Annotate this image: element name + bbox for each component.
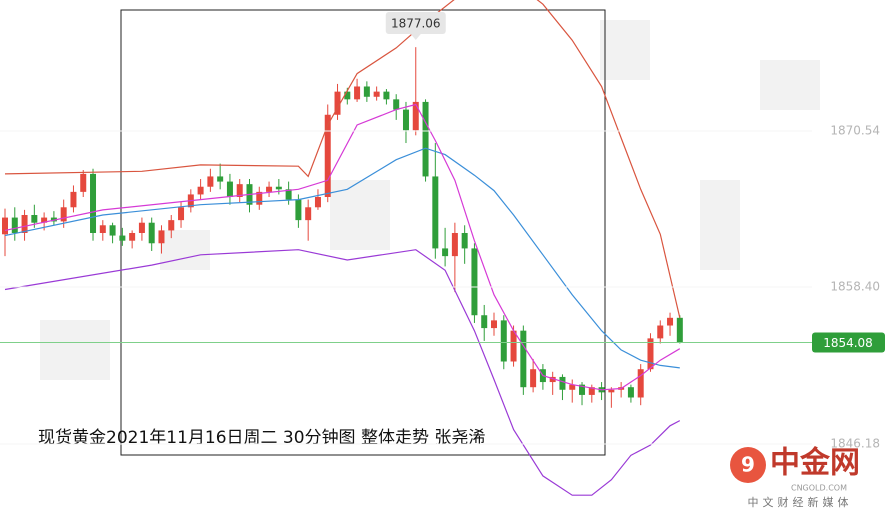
candle-body xyxy=(60,207,67,222)
candle-body xyxy=(109,225,116,236)
candle-body xyxy=(41,217,48,223)
candle-body xyxy=(491,320,497,329)
candle-body xyxy=(197,186,204,195)
indicator-line xyxy=(4,249,681,496)
candle-body xyxy=(305,207,312,221)
candle-body xyxy=(657,325,664,339)
high-label-pointer xyxy=(410,34,421,40)
candle-body xyxy=(471,248,478,316)
candle-body xyxy=(637,369,644,398)
candle-body xyxy=(275,186,282,190)
candle-body xyxy=(31,214,38,223)
candle-body xyxy=(207,176,214,187)
candle-body xyxy=(510,330,517,362)
watermark: 9 中金网 CNGOLD.COM 中文财经新媒体 xyxy=(730,446,860,509)
candle-body xyxy=(21,214,28,233)
candle-body xyxy=(99,225,106,233)
candle-body xyxy=(461,232,468,249)
candle-body xyxy=(158,230,165,244)
candle-body xyxy=(422,101,429,177)
candle-body xyxy=(178,207,185,221)
candle-body xyxy=(588,387,595,395)
candle-body xyxy=(442,248,449,257)
background-pattern xyxy=(40,20,820,380)
candle-body xyxy=(481,315,488,329)
candle-body xyxy=(2,217,8,235)
candle-body xyxy=(354,86,361,100)
caption: 现货黄金2021年11月16日周二 30分钟图 整体走势 张尧浠 xyxy=(38,428,485,448)
logo-icon xyxy=(730,447,766,483)
candle-body xyxy=(393,99,400,110)
candle-body xyxy=(285,189,292,200)
candle-body xyxy=(324,114,331,198)
indicator-line xyxy=(4,147,680,369)
candle-body xyxy=(90,173,97,233)
candle-body xyxy=(402,109,409,131)
candle-body xyxy=(549,376,556,383)
candle-body xyxy=(559,376,566,390)
candle-body xyxy=(334,91,341,115)
y-tick-label: 1858.40 xyxy=(830,279,880,293)
candle-body xyxy=(236,184,243,198)
highlight-box xyxy=(120,9,606,456)
candle-body xyxy=(627,387,634,398)
logo-text: 中金网 xyxy=(770,446,860,481)
candle-body xyxy=(500,320,507,362)
last-price-label: 1854.08 xyxy=(823,336,873,350)
indicator-line xyxy=(4,0,681,318)
candle-body xyxy=(579,384,586,395)
slogan: 中文财经新媒体 xyxy=(748,495,853,509)
candle-body xyxy=(119,235,126,241)
indicator-line xyxy=(4,103,681,391)
high-label: 1877.06 xyxy=(391,17,441,31)
candle-body xyxy=(676,317,683,343)
candle-body xyxy=(520,330,527,388)
candle-body xyxy=(129,232,136,241)
candle-body xyxy=(363,86,370,97)
candle-body xyxy=(80,173,87,192)
high-label-box xyxy=(385,12,446,34)
candle-body xyxy=(667,317,674,326)
candle-body xyxy=(383,91,390,100)
candle-body xyxy=(647,338,654,370)
candle-body xyxy=(226,181,233,198)
candle-body xyxy=(266,186,273,192)
plot-area xyxy=(2,0,683,496)
candle-body xyxy=(373,91,380,97)
candle-body xyxy=(608,389,615,393)
y-tick-label: 1846.18 xyxy=(830,437,880,451)
last-price-tag xyxy=(812,332,885,353)
candle-body xyxy=(168,220,175,231)
candle-body xyxy=(148,222,155,244)
candle-body xyxy=(569,384,576,390)
candle-body xyxy=(295,199,302,221)
candle-body xyxy=(11,217,18,233)
candle-body xyxy=(432,176,439,249)
logo-glyph: 9 xyxy=(741,453,755,477)
candle-body xyxy=(50,217,57,222)
candle-body xyxy=(412,101,419,131)
candle-body xyxy=(451,232,458,257)
candle-body xyxy=(70,191,77,208)
candle-body xyxy=(344,91,351,100)
candle-body xyxy=(314,197,321,208)
candle-body xyxy=(256,191,263,205)
candle-body xyxy=(138,222,145,233)
candle-body xyxy=(530,369,537,388)
y-tick-label: 1870.54 xyxy=(830,123,880,137)
candle-body xyxy=(217,176,224,182)
site: CNGOLD.COM xyxy=(791,484,847,493)
